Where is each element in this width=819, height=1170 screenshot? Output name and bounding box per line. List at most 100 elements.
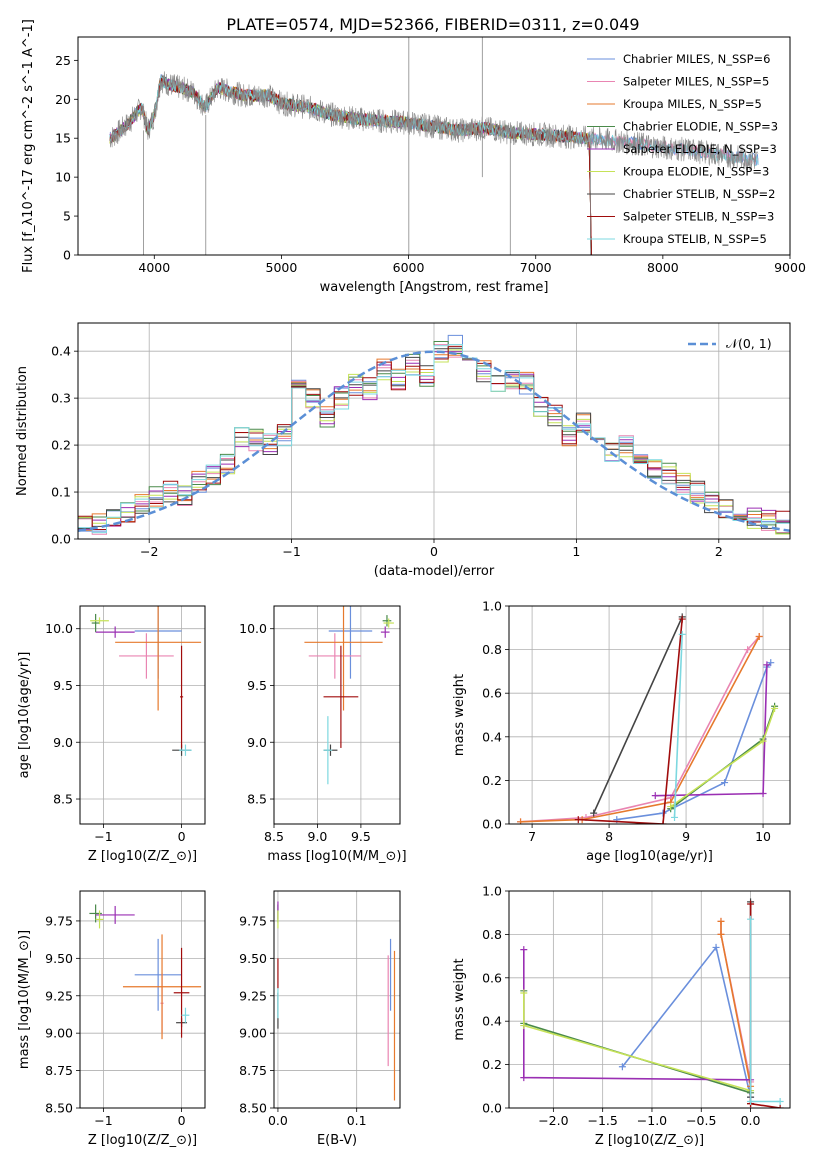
y-tick-label: 9.50 bbox=[239, 951, 267, 966]
x-tick-label: −2 bbox=[140, 544, 158, 559]
x-tick-label: 8000 bbox=[647, 260, 679, 275]
histogram-step bbox=[78, 344, 790, 539]
data-point-marker bbox=[520, 946, 528, 954]
x-axis-label: Z [log10(Z/Z_⊙)] bbox=[595, 1133, 704, 1148]
y-tick-label: 0.1 bbox=[51, 485, 71, 500]
errorbar-point bbox=[134, 938, 182, 1011]
legend-label: Kroupa ELODIE, N_SSP=3 bbox=[623, 165, 769, 179]
errorbar-point bbox=[180, 645, 184, 748]
data-spectrum-line bbox=[109, 71, 759, 171]
data-point-marker bbox=[747, 915, 755, 923]
axes-frame bbox=[79, 890, 206, 1109]
y-tick-label: 0.2 bbox=[51, 438, 71, 453]
y-tick-label: 0.4 bbox=[51, 344, 71, 359]
x-tick-label: 7000 bbox=[520, 260, 552, 275]
y-tick-label: 25 bbox=[55, 53, 71, 68]
x-tick-label: 0 bbox=[178, 1113, 186, 1128]
errorbar-point bbox=[173, 947, 190, 1038]
x-tick-label: −0.5 bbox=[686, 1113, 716, 1128]
axes-frame bbox=[273, 890, 401, 1109]
errorbar-point bbox=[304, 606, 383, 711]
x-axis-label: (data-model)/error bbox=[374, 564, 495, 579]
x-axis-label: E(B-V) bbox=[317, 1133, 357, 1148]
data-point-marker bbox=[667, 803, 675, 811]
y-tick-label: 9.00 bbox=[45, 1026, 73, 1041]
y-tick-label: 10 bbox=[55, 170, 71, 185]
series-salpeter-miles bbox=[517, 633, 763, 824]
legend-label: Salpeter MILES, N_SSP=5 bbox=[623, 75, 769, 89]
y-tick-label: 0.0 bbox=[482, 817, 502, 832]
errorbar-point bbox=[328, 606, 373, 679]
data-point-marker bbox=[618, 1063, 626, 1071]
x-tick-label: 8 bbox=[605, 829, 613, 844]
x-axis-label: Z [log10(Z/Z_⊙)] bbox=[88, 1133, 197, 1148]
y-tick-label: 0.3 bbox=[51, 391, 71, 406]
mass-weight-lines bbox=[517, 613, 779, 824]
data-point-marker bbox=[721, 779, 729, 787]
series-line bbox=[578, 619, 683, 824]
y-tick-label: 9.0 bbox=[53, 735, 73, 750]
histograms bbox=[78, 334, 790, 539]
data-point-marker bbox=[520, 1074, 528, 1082]
x-tick-label: 0 bbox=[430, 544, 438, 559]
panel-mass-weight-vs-metallicity: −2.0 −1.5 −1.0 −0.5 0.0 0.0 0.2 0.4 0.6 0.8 1.0 Z [… bbox=[452, 884, 791, 1148]
x-axis-label: age [log10(age/yr)] bbox=[586, 849, 713, 864]
model-line bbox=[109, 75, 592, 255]
y-tick-label: 10.0 bbox=[239, 621, 267, 636]
series-kroupa-stelib bbox=[671, 630, 686, 821]
figure-title: PLATE=0574, MJD=52366, FIBERID=0311, z=0… bbox=[226, 15, 639, 34]
data-point-marker bbox=[747, 900, 755, 908]
y-tick-label: 0.8 bbox=[482, 642, 502, 657]
y-tick-label: 9.25 bbox=[239, 988, 267, 1003]
errorbar-point bbox=[95, 910, 104, 929]
y-tick-label: 8.5 bbox=[53, 792, 73, 807]
y-tick-label: 0.0 bbox=[482, 1101, 502, 1116]
model-line bbox=[109, 76, 592, 255]
x-tick-label: −1 bbox=[282, 544, 300, 559]
x-tick-label: 5000 bbox=[266, 260, 298, 275]
x-tick-label: −1 bbox=[94, 1113, 112, 1128]
x-tick-label: −2.0 bbox=[538, 1113, 568, 1128]
errorbars bbox=[90, 606, 202, 756]
x-tick-label: 0.0 bbox=[741, 1113, 761, 1128]
x-tick-label: 9000 bbox=[774, 260, 806, 275]
y-tick-label: 0.2 bbox=[482, 773, 502, 788]
y-tick-label: 0.4 bbox=[482, 1014, 502, 1029]
y-tick-label: 1.0 bbox=[482, 599, 502, 614]
model-line bbox=[109, 75, 592, 255]
series-line bbox=[749, 919, 781, 1103]
errorbar-point bbox=[179, 744, 192, 756]
data-point-marker bbox=[776, 1097, 784, 1105]
x-tick-label: 6000 bbox=[393, 260, 425, 275]
legend-label: Chabrier STELIB, N_SSP=2 bbox=[623, 187, 775, 201]
x-tick-label: 2 bbox=[715, 544, 723, 559]
errorbars bbox=[89, 904, 202, 1040]
mass-weight-lines bbox=[520, 898, 784, 1108]
model-line bbox=[109, 74, 592, 255]
y-axis-label: age [log10(age/yr)] bbox=[17, 652, 32, 779]
y-axis-label: mass weight bbox=[452, 958, 467, 1040]
y-tick-label: 20 bbox=[55, 92, 71, 107]
errorbar-point bbox=[119, 633, 174, 679]
errorbar-point bbox=[91, 613, 100, 633]
x-tick-label: 0 bbox=[178, 829, 186, 844]
y-tick-label: 0.4 bbox=[482, 729, 502, 744]
x-tick-label: 10 bbox=[755, 829, 771, 844]
errorbar-point bbox=[323, 645, 359, 748]
spectrum-lines bbox=[109, 37, 759, 255]
legend: 𝒩(0, 1) bbox=[688, 336, 772, 351]
y-tick-label: 5 bbox=[63, 209, 71, 224]
panel-mass-vs-reddening: 0.0 0.1 8.50 8.75 9.00 9.25 9.50 9.75 E(B-V) bbox=[239, 890, 401, 1148]
y-tick-label: 0.6 bbox=[482, 686, 502, 701]
x-tick-label: −1.0 bbox=[637, 1113, 667, 1128]
errorbar-point bbox=[122, 934, 202, 1040]
series-line bbox=[592, 616, 683, 814]
y-tick-label: 15 bbox=[55, 131, 71, 146]
y-tick-label: 9.0 bbox=[247, 735, 267, 750]
axes-frame bbox=[508, 605, 791, 825]
model-line bbox=[109, 78, 592, 255]
series-line bbox=[616, 662, 772, 821]
errorbar-point bbox=[308, 633, 361, 679]
legend-label: Chabrier ELODIE, N_SSP=3 bbox=[623, 120, 778, 134]
series-chabrier-stelib bbox=[590, 613, 686, 817]
